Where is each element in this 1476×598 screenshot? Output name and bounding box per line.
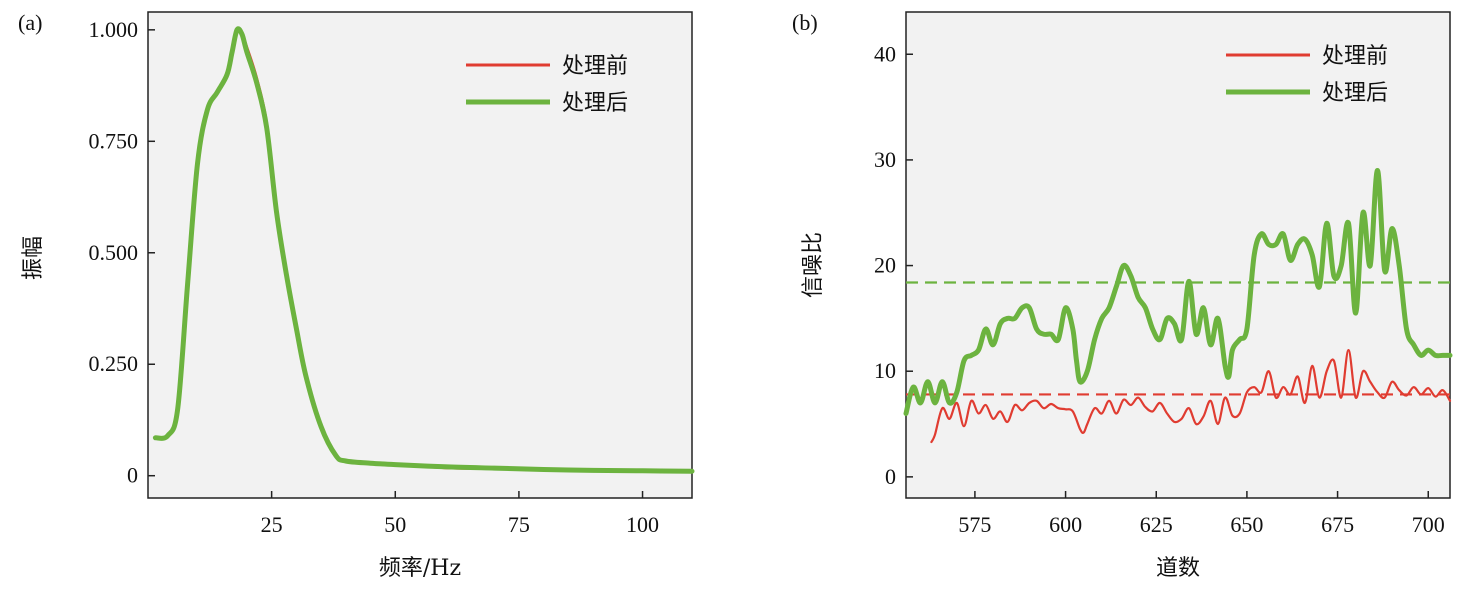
panel-a-x-tick-label: 50	[384, 512, 406, 537]
panel-b-y-tick-label: 0	[885, 464, 896, 489]
panel-a-y-tick-label: 0	[127, 463, 138, 488]
panel-b-tag: (b)	[792, 10, 818, 35]
panel-b-y-tick-label: 20	[874, 253, 896, 278]
panel-a-y-tick-label: 0.750	[89, 128, 139, 153]
panel-b-x-tick-label: 575	[958, 512, 991, 537]
panel-a-tag: (a)	[18, 10, 42, 35]
panel-a-y-tick-label: 1.000	[89, 17, 139, 42]
panel-b-legend: 处理前 处理后	[1226, 44, 1388, 106]
panel-b-y-tick-label: 40	[874, 41, 896, 66]
panel-a-chart: (a) 0 0.250 0.500 0.750 1.000 25 50 75 100 频率/H…	[18, 10, 695, 581]
panel-a-legend-label-before: 处理前	[562, 54, 628, 79]
panel-b-x-axis-label: 道数	[1156, 556, 1200, 581]
panel-b-x-tick-label: 625	[1140, 512, 1173, 537]
panel-b-x-ticks: 575 600 625 650 675 700	[958, 491, 1445, 537]
panel-b-reference-lines	[906, 281, 1450, 396]
panel-a-x-tick-label: 100	[626, 512, 659, 537]
panel-a-series-line-1	[152, 26, 695, 474]
panel-a-y-tick-label: 0.250	[89, 351, 139, 376]
panel-b-y-tick-label: 10	[874, 358, 896, 383]
panel-b-series-line-1	[903, 167, 1453, 416]
panel-a-y-ticks: 0 0.250 0.500 0.750 1.000	[89, 17, 155, 488]
panel-a-y-tick-label: 0.500	[89, 240, 139, 265]
panel-b-legend-label-before: 处理前	[1322, 44, 1388, 69]
panel-a-series-group	[152, 26, 695, 474]
panel-a-x-tick-label: 25	[261, 512, 283, 537]
panel-b-series-line-0	[930, 349, 1452, 444]
panel-a-x-tick-label: 75	[508, 512, 530, 537]
panel-a-x-axis-label: 频率/Hz	[379, 556, 461, 581]
panel-a-plot-area	[147, 11, 693, 499]
panel-b-y-tick-label: 30	[874, 147, 896, 172]
panel-a-legend: 处理前 处理后	[466, 54, 628, 116]
panel-b-y-axis-label: 信噪比	[801, 232, 826, 298]
panel-b-x-tick-label: 700	[1412, 512, 1445, 537]
panel-a-x-ticks: 25 50 75 100	[261, 491, 659, 537]
panel-b-legend-label-after: 处理后	[1322, 81, 1388, 106]
panel-b-y-ticks: 0 10 20 30 40	[874, 41, 913, 489]
panel-b-x-tick-label: 675	[1321, 512, 1354, 537]
panel-a-y-axis-label: 振幅	[21, 236, 46, 280]
panel-b-x-tick-label: 600	[1049, 512, 1082, 537]
panel-b-x-tick-label: 650	[1230, 512, 1263, 537]
panel-a-legend-label-after: 处理后	[562, 91, 628, 116]
panel-b-series-group	[903, 167, 1453, 444]
